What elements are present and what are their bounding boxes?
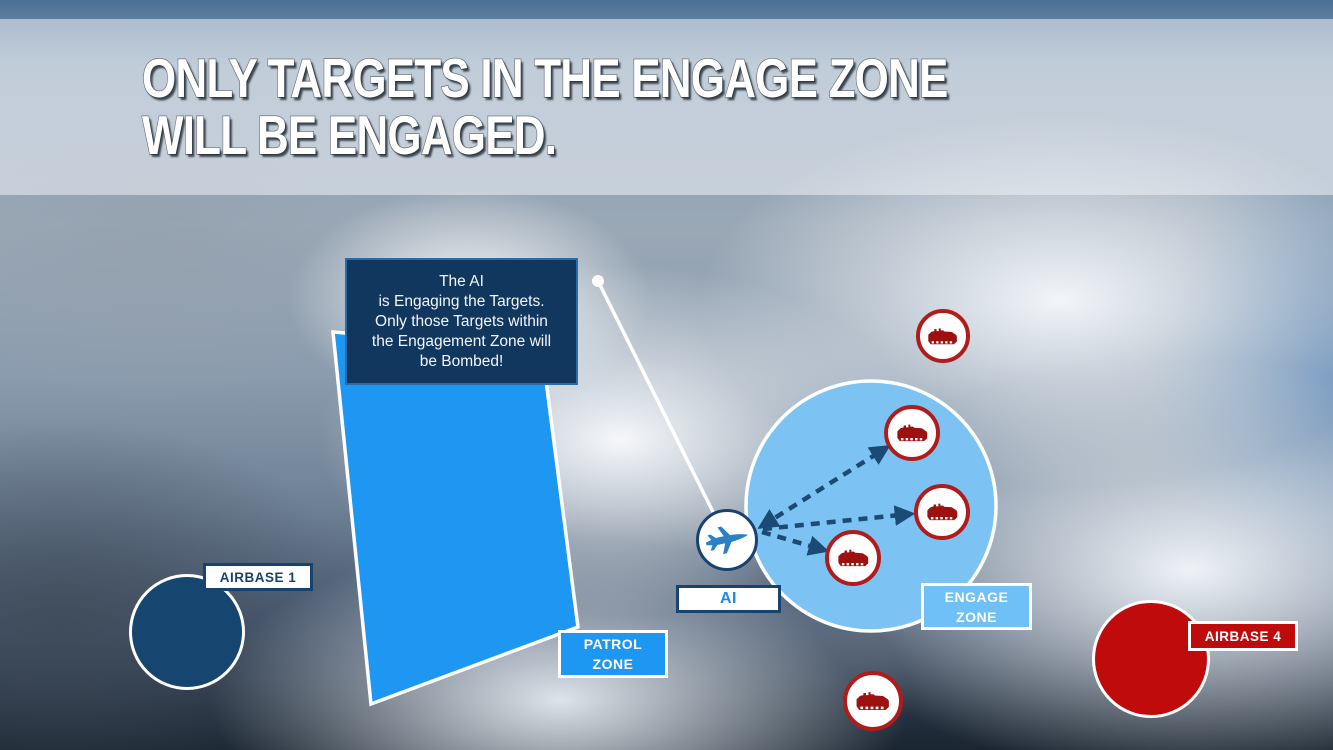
target-marker[interactable] — [916, 309, 970, 363]
callout-line: The AI — [439, 273, 484, 290]
tank-icon — [925, 498, 960, 526]
callout-line: the Engagement Zone will — [371, 333, 552, 350]
ai-label: AI — [676, 585, 781, 613]
target-marker[interactable] — [914, 484, 970, 540]
tank-icon — [836, 544, 871, 572]
callout-box: The AI is Engaging the Targets. Only tho… — [345, 258, 578, 385]
target-marker[interactable] — [884, 405, 940, 461]
slide-title-line1: ONLY TARGETS IN THE ENGAGE ZONE — [141, 47, 949, 109]
engagement-arrow-middle — [762, 505, 916, 532]
slide-title: ONLY TARGETS IN THE ENGAGE ZONE WILL BE … — [141, 47, 949, 166]
airbase4-label: AIRBASE 4 — [1188, 621, 1298, 651]
tank-icon — [895, 419, 930, 447]
callout-connector-dot — [592, 275, 604, 287]
engagement-arrow-bottom — [761, 529, 830, 556]
slide-title-line2: WILL BE ENGAGED. — [141, 104, 557, 166]
engage-zone-label: ENGAGE ZONE — [921, 583, 1032, 630]
target-marker[interactable] — [825, 530, 881, 586]
title-band — [0, 19, 1333, 195]
engagement-arrow-top — [757, 445, 891, 529]
target-marker[interactable] — [843, 671, 903, 731]
tank-icon — [854, 686, 891, 716]
callout-connector-line — [596, 280, 715, 513]
callout-line: Only those Targets within — [375, 313, 548, 330]
patrol-zone-label: PATROL ZONE — [558, 630, 668, 678]
ai-plane-marker[interactable] — [696, 509, 758, 571]
callout-line: is Engaging the Targets. — [378, 293, 545, 310]
airbase1-label: AIRBASE 1 — [203, 563, 313, 591]
airbase1-circle[interactable] — [129, 574, 245, 690]
fighter-jet-icon — [705, 526, 748, 555]
tank-icon — [926, 323, 959, 350]
callout-line: be Bombed! — [419, 353, 504, 370]
airbase4-circle[interactable] — [1092, 600, 1210, 718]
